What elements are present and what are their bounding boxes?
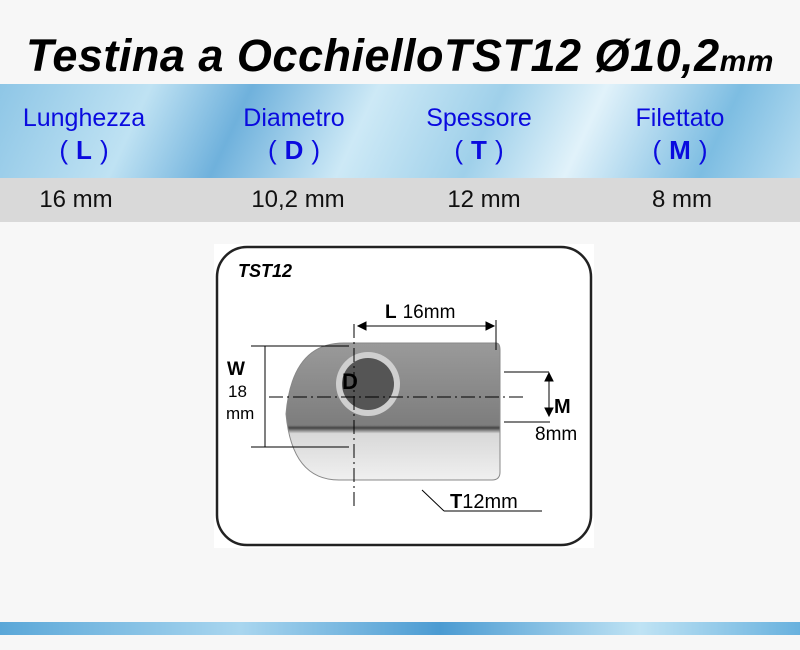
M-symbol: M <box>554 396 571 418</box>
header-label: Spessore <box>426 104 532 132</box>
header-diametro: Diametro (D) <box>194 84 394 166</box>
footer-decor-strip <box>0 622 800 635</box>
W-value: 18 <box>228 382 247 401</box>
L-symbol: L <box>385 302 397 323</box>
header-symbol: (T) <box>454 135 504 165</box>
W-symbol: W <box>227 359 245 380</box>
header-label: Lunghezza <box>22 104 146 132</box>
header-filettato: Filettato (M) <box>580 84 780 166</box>
symbol-letter: T <box>471 135 487 165</box>
title-text: Testina a OcchielloTST12 Ø10,2 <box>26 30 720 81</box>
value-lunghezza: 16 mm <box>39 186 113 213</box>
T-symbol: T <box>450 491 462 513</box>
eye-end-part <box>285 342 501 481</box>
W-unit: mm <box>226 404 254 423</box>
header-symbol: (M) <box>652 135 708 165</box>
length-dimension: L 16mm <box>385 302 455 323</box>
thickness-dimension: T12mm <box>450 491 518 513</box>
header-label: Filettato <box>635 104 725 132</box>
header-symbol: (D) <box>267 135 321 165</box>
value-filettato: 8 mm <box>652 186 712 213</box>
header-symbol: (L) <box>59 135 109 165</box>
symbol-letter: L <box>76 135 92 165</box>
value-diametro: 10,2 mm <box>251 186 345 213</box>
header-label: Diametro <box>243 104 345 132</box>
spec-values-row: 16 mm 10,2 mm 12 mm 8 mm <box>0 178 800 222</box>
T-value: 12mm <box>462 491 518 513</box>
L-value: 16mm <box>403 302 456 323</box>
header-spessore: Spessore (T) <box>379 84 579 166</box>
header-lunghezza: Lunghezza (L) <box>0 84 184 166</box>
M-value: 8mm <box>535 424 577 445</box>
symbol-letter: D <box>284 135 304 165</box>
symbol-letter: M <box>669 135 691 165</box>
title-unit: mm <box>719 45 774 78</box>
spec-header-band: Lunghezza (L) Diametro (D) Spessore (T) Fil… <box>0 84 800 178</box>
value-spessore: 12 mm <box>447 186 521 213</box>
technical-drawing: TST12 L 16mm W 18 mm D M 8mm T12mm <box>214 244 594 548</box>
D-symbol: D <box>342 369 358 394</box>
page-title: Testina a OcchielloTST12 Ø10,2mm <box>0 30 800 82</box>
model-label: TST12 <box>238 261 292 281</box>
